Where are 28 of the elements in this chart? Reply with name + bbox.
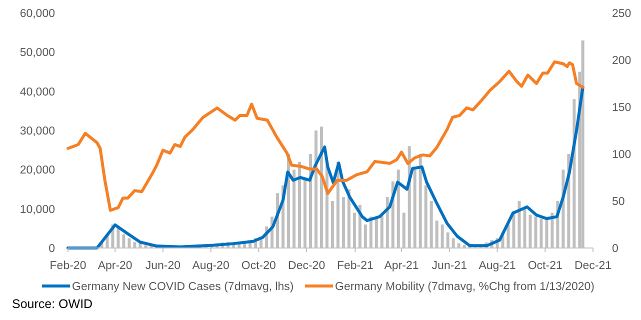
y-tick-label: 50,000: [20, 47, 55, 60]
x-tick-label: Oct-21: [528, 260, 562, 272]
y2-tick-label: 0: [612, 243, 618, 255]
x-tick-label: Feb-20: [50, 260, 86, 272]
y-tick-label: 20,000: [20, 164, 55, 177]
x-tick-label: Apr-20: [98, 260, 132, 272]
y-tick-label: 40,000: [20, 86, 55, 98]
y-tick-label: 10,000: [20, 204, 55, 216]
y-tick-label: 60,000: [20, 8, 55, 20]
y2-tick-label: 50: [612, 196, 625, 208]
y2-tick-label: 250: [612, 8, 632, 20]
y2-tick-label: 150: [612, 102, 632, 114]
legend-label: Germany Mobility (7dmavg, %Chg from 1/13/2020): [335, 281, 595, 293]
x-tick-label: Aug-21: [478, 260, 516, 272]
x-tick-label: Feb-21: [337, 260, 374, 272]
x-tick-label: Jun-20: [145, 260, 181, 272]
y-tick-label: 30,000: [20, 126, 55, 138]
y2-tick-label: 200: [612, 55, 632, 67]
legend-label: Germany New COVID Cases (7dmavg, lhs): [72, 281, 294, 293]
source-note: Source: OWID: [12, 297, 93, 311]
y-tick-label: 0: [48, 243, 55, 255]
x-tick-label: Jun-21: [432, 260, 467, 272]
x-tick-label: Dec-21: [574, 260, 612, 272]
x-tick-label: Apr-21: [384, 260, 419, 272]
x-tick-label: Dec-20: [288, 260, 326, 272]
x-tick-label: Oct-20: [241, 260, 276, 272]
y2-tick-label: 100: [612, 149, 632, 161]
x-tick-label: Aug-20: [192, 260, 230, 272]
